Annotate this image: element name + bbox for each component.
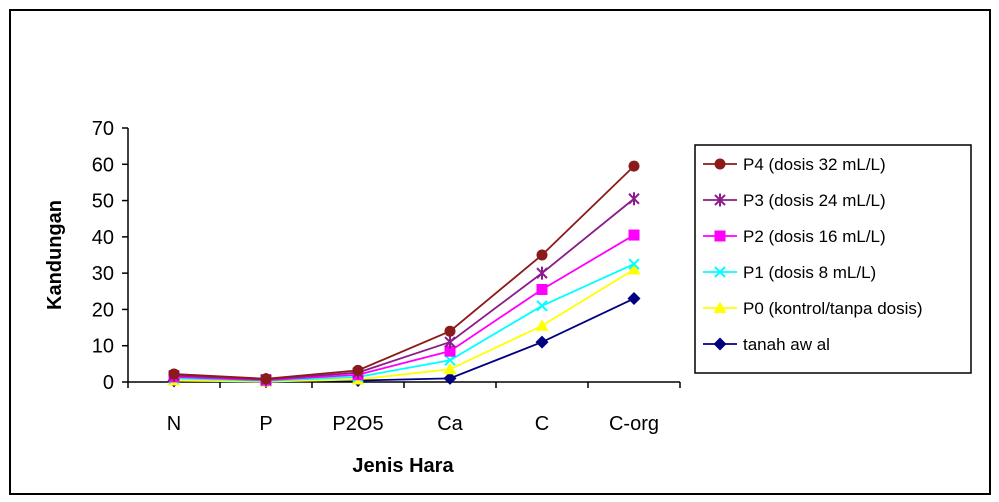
y-tick-label: 50 (92, 191, 114, 213)
legend-item-tanah-aw-al: tanah aw al (703, 335, 830, 354)
legend-swatch-marker (714, 158, 726, 170)
data-point-p3-dosis-24-ml-l (536, 266, 548, 280)
data-point-p4-dosis-32-ml-l (444, 325, 456, 337)
x-tick-label: C-org (609, 413, 659, 435)
legend-label: P1 (dosis 8 mL/L) (743, 263, 876, 282)
legend-items: P4 (dosis 32 mL/L) P3 (dosis 24 mL/L) P2 (… (703, 155, 923, 354)
legend-item-p1-dosis-8-ml-l: P1 (dosis 8 mL/L) (703, 263, 876, 282)
data-point-tanah-aw-al (535, 335, 549, 349)
data-point-p2-dosis-16-ml-l (444, 345, 456, 357)
y-tick-label: 40 (92, 227, 114, 249)
legend-label: P4 (dosis 32 mL/L) (743, 155, 886, 174)
legend-label: P3 (dosis 24 mL/L) (743, 191, 886, 210)
legend-swatch-marker (713, 337, 727, 351)
data-point-p4-dosis-32-ml-l (352, 364, 364, 376)
legend-swatch-marker (713, 301, 727, 313)
y-tick-label: 60 (92, 154, 114, 176)
data-point-p4-dosis-32-ml-l (260, 373, 272, 385)
legend-label: tanah aw al (743, 335, 830, 354)
data-point-p4-dosis-32-ml-l (168, 368, 180, 380)
data-point-tanah-aw-al (627, 292, 641, 306)
data-point-tanah-aw-al (443, 371, 457, 385)
x-axis-title: Jenis Hara (352, 455, 454, 477)
data-point-p0-kontrol-tanpa-dosis (627, 263, 641, 275)
x-tick-label: Ca (437, 413, 463, 435)
y-axis-ticks: 0 10 20 30 40 50 60 70 (92, 118, 128, 394)
legend-label: P2 (dosis 16 mL/L) (743, 227, 886, 246)
legend-item-p3-dosis-24-ml-l: P3 (dosis 24 mL/L) (703, 191, 886, 210)
x-tick-label: P2O5 (332, 413, 383, 435)
x-tick-label: C (535, 413, 549, 435)
legend-item-p4-dosis-32-ml-l: P4 (dosis 32 mL/L) (703, 155, 886, 174)
series-p4-dosis-32-ml-l (168, 160, 640, 385)
data-point-p2-dosis-16-ml-l (628, 229, 640, 241)
y-tick-label: 30 (92, 263, 114, 285)
data-point-p1-dosis-8-ml-l (628, 258, 640, 270)
data-point-p1-dosis-8-ml-l (444, 354, 456, 366)
y-tick-label: 20 (92, 299, 114, 321)
data-point-p4-dosis-32-ml-l (628, 160, 640, 172)
data-point-p0-kontrol-tanpa-dosis (535, 319, 549, 331)
data-point-p0-kontrol-tanpa-dosis (443, 362, 457, 375)
legend-swatch-marker (714, 193, 726, 207)
data-point-p1-dosis-8-ml-l (536, 300, 548, 312)
y-tick-label: 0 (103, 372, 114, 394)
y-axis-title: Kandungan (44, 200, 66, 310)
legend-label: P0 (kontrol/tanpa dosis) (743, 299, 923, 318)
legend-item-p0-kontrol-tanpa-dosis: P0 (kontrol/tanpa dosis) (703, 299, 923, 318)
series-line-p4-dosis-32-ml-l (173, 165, 635, 380)
legend: P4 (dosis 32 mL/L) P3 (dosis 24 mL/L) P2 (… (694, 144, 972, 374)
x-axis: N P P2O5 Ca C C-org (127, 381, 681, 435)
legend-box (694, 144, 972, 374)
x-tick-label: P (259, 413, 272, 435)
data-point-p2-dosis-16-ml-l (536, 283, 548, 295)
data-point-p4-dosis-32-ml-l (536, 249, 548, 261)
data-point-p3-dosis-24-ml-l (444, 335, 456, 349)
legend-item-p2-dosis-16-ml-l: P2 (dosis 16 mL/L) (703, 227, 886, 246)
y-tick-label: 10 (92, 336, 114, 358)
x-axis-ticks: N P P2O5 Ca C C-org (127, 382, 681, 435)
y-axis: 0 10 20 30 40 50 60 70 (92, 118, 129, 394)
series-layer (167, 160, 641, 389)
legend-swatch-marker (714, 266, 726, 278)
legend-swatch-marker (714, 230, 726, 242)
x-tick-label: N (167, 413, 181, 435)
y-tick-label: 70 (92, 118, 114, 140)
data-point-p3-dosis-24-ml-l (628, 192, 640, 206)
series-line-p0-kontrol-tanpa-dosis (173, 268, 635, 383)
